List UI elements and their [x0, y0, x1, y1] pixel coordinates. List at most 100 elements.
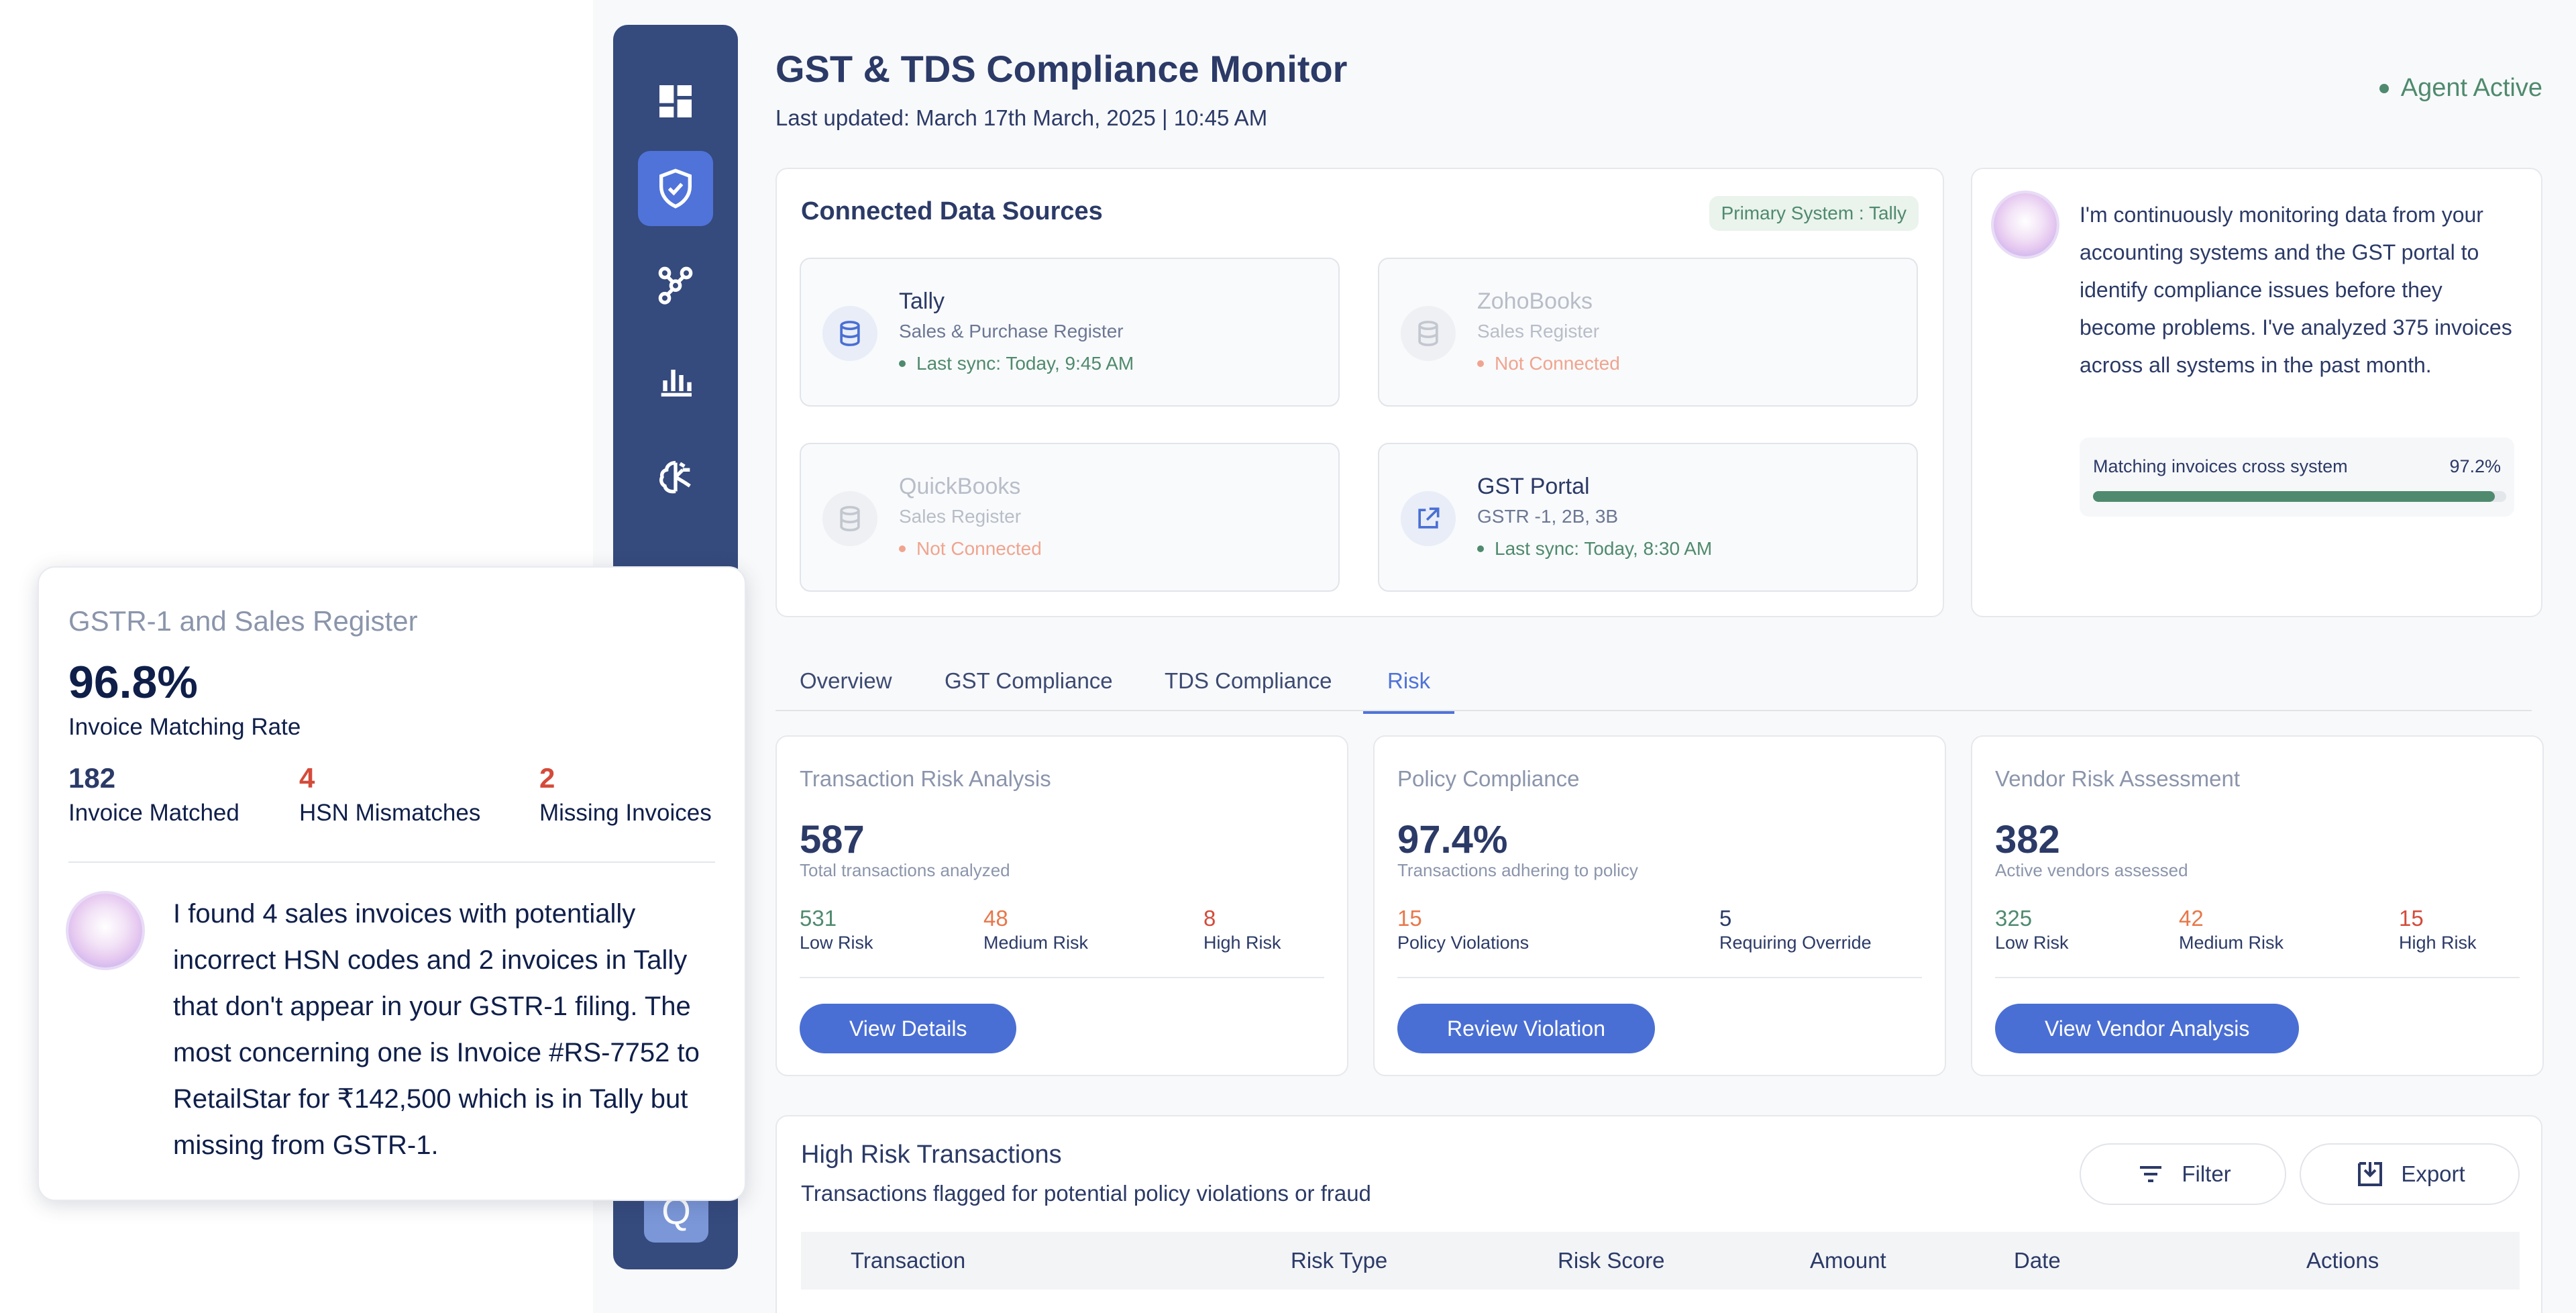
card-subtitle: Transactions adhering to policy — [1397, 860, 1638, 880]
data-sources-title: Connected Data Sources — [801, 197, 1103, 225]
table-header: Transaction Risk Type Risk Score Amount … — [801, 1232, 2520, 1290]
agent-message: I'm continuously monitoring data from yo… — [2080, 203, 2512, 377]
view-vendor-analysis-button[interactable]: View Vendor Analysis — [1995, 1004, 2300, 1053]
bar-chart-icon — [661, 370, 692, 397]
data-sources-card: Connected Data Sources Primary System : … — [775, 168, 1944, 617]
stat-medium-risk: 48 Medium Risk — [983, 906, 1089, 953]
card-value: 97.4% — [1397, 818, 1508, 861]
database-icon — [822, 491, 877, 546]
nav-network[interactable] — [638, 246, 713, 321]
source-tally[interactable]: Tally Sales & Purchase Register Last syn… — [800, 258, 1340, 407]
col-risk-type: Risk Type — [1291, 1248, 1388, 1273]
stat-high-risk: 15 High Risk — [2399, 906, 2477, 953]
source-status: Not Connected — [899, 538, 1042, 560]
source-desc: GSTR -1, 2B, 3B — [1477, 506, 1619, 527]
tab-bar: Overview GST Compliance TDS Compliance R… — [775, 651, 2532, 714]
primary-system-badge: Primary System : Tally — [1709, 196, 1919, 231]
stat-low-risk: 325 Low Risk — [1995, 906, 2069, 953]
vendor-risk-card: Vendor Risk Assessment 382 Active vendor… — [1971, 735, 2544, 1076]
matching-rate-value: 96.8% — [68, 657, 198, 708]
source-name: Tally — [899, 288, 945, 314]
source-name: QuickBooks — [899, 474, 1021, 499]
brain-icon — [659, 461, 691, 494]
last-updated: Last updated: March 17th March, 2025 | 1… — [775, 105, 1268, 130]
progress-track — [2093, 491, 2506, 502]
status-dot-icon — [2379, 83, 2389, 93]
section-title: High Risk Transactions — [801, 1141, 1062, 1169]
card-title: Transaction Risk Analysis — [800, 766, 1051, 791]
stat-medium-risk: 42 Medium Risk — [2179, 906, 2284, 953]
col-actions: Actions — [2306, 1248, 2379, 1273]
stat-low-risk: 531 Low Risk — [800, 906, 873, 953]
tab-risk[interactable]: Risk — [1363, 668, 1455, 714]
matching-value: 97.2% — [2449, 456, 2501, 476]
database-icon — [822, 306, 877, 361]
card-subtitle: Total transactions analyzed — [800, 860, 1010, 880]
col-transaction: Transaction — [851, 1248, 966, 1273]
download-icon — [2358, 1162, 2383, 1186]
col-date: Date — [2014, 1248, 2061, 1273]
network-icon — [658, 266, 693, 305]
divider — [1995, 977, 2520, 978]
nav-ai[interactable] — [638, 439, 713, 515]
matching-rate-label: Invoice Matching Rate — [68, 714, 301, 740]
shield-check-icon — [659, 168, 692, 209]
stat-missing-invoices: 2 Missing Invoices — [539, 762, 712, 826]
col-risk-score: Risk Score — [1558, 1248, 1665, 1273]
source-quickbooks[interactable]: QuickBooks Sales Register Not Connected — [800, 443, 1340, 592]
popup-title: GSTR-1 and Sales Register — [68, 605, 418, 637]
stat-requiring-override: 5 Requiring Override — [1719, 906, 1872, 953]
matching-label: Matching invoices cross system — [2093, 456, 2348, 476]
gstr-insight-popup: GSTR-1 and Sales Register 96.8% Invoice … — [38, 566, 746, 1201]
source-name: ZohoBooks — [1477, 288, 1593, 314]
agent-status: Agent Active — [2379, 74, 2542, 103]
external-link-icon — [1401, 491, 1456, 546]
tab-overview[interactable]: Overview — [800, 668, 892, 693]
export-button[interactable]: Export — [2300, 1143, 2520, 1205]
high-risk-transactions: High Risk Transactions Transactions flag… — [775, 1115, 2542, 1313]
nav-dashboard[interactable] — [638, 64, 713, 139]
source-zohobooks[interactable]: ZohoBooks Sales Register Not Connected — [1378, 258, 1918, 407]
tab-tds-compliance[interactable]: TDS Compliance — [1165, 668, 1332, 693]
agent-avatar — [1994, 193, 2057, 256]
filter-icon — [2140, 1166, 2162, 1182]
matching-progress: Matching invoices cross system 97.2% — [2080, 437, 2514, 517]
source-status: Last sync: Today, 9:45 AM — [899, 353, 1134, 374]
col-amount: Amount — [1810, 1248, 1886, 1273]
stat-high-risk: 8 High Risk — [1203, 906, 1281, 953]
card-title: Policy Compliance — [1397, 766, 1580, 791]
popup-message: I found 4 sales invoices with potentiall… — [173, 899, 700, 1160]
source-desc: Sales & Purchase Register — [899, 321, 1124, 342]
filter-button[interactable]: Filter — [2080, 1143, 2286, 1205]
policy-compliance-card: Policy Compliance 97.4% Transactions adh… — [1373, 735, 1946, 1076]
source-gst-portal[interactable]: GST Portal GSTR -1, 2B, 3B Last sync: To… — [1378, 443, 1918, 592]
dashboard-icon — [659, 85, 692, 117]
progress-fill — [2093, 491, 2495, 502]
agent-avatar — [68, 894, 142, 967]
stat-hsn-mismatches: 4 HSN Mismatches — [299, 762, 481, 826]
source-status: Last sync: Today, 8:30 AM — [1477, 538, 1712, 560]
agent-status-label: Agent Active — [2400, 74, 2542, 102]
review-violation-button[interactable]: Review Violation — [1397, 1004, 1655, 1053]
tab-gst-compliance[interactable]: GST Compliance — [945, 668, 1113, 693]
section-subtitle: Transactions flagged for potential polic… — [801, 1181, 1371, 1206]
source-desc: Sales Register — [1477, 321, 1600, 342]
stat-invoice-matched: 182 Invoice Matched — [68, 762, 239, 826]
source-desc: Sales Register — [899, 506, 1022, 527]
source-status: Not Connected — [1477, 353, 1620, 374]
card-value: 587 — [800, 818, 865, 861]
nav-compliance[interactable] — [638, 151, 713, 226]
page-title: GST & TDS Compliance Monitor — [775, 48, 1348, 90]
divider — [68, 861, 715, 863]
card-value: 382 — [1995, 818, 2060, 861]
nav-analytics[interactable] — [638, 343, 713, 418]
source-name: GST Portal — [1477, 474, 1590, 499]
divider — [800, 977, 1324, 978]
view-details-button[interactable]: View Details — [800, 1004, 1017, 1053]
card-title: Vendor Risk Assessment — [1995, 766, 2240, 791]
database-icon — [1401, 306, 1456, 361]
agent-insight-card: I'm continuously monitoring data from yo… — [1971, 168, 2542, 617]
transaction-risk-card: Transaction Risk Analysis 587 Total tran… — [775, 735, 1348, 1076]
stat-policy-violations: 15 Policy Violations — [1397, 906, 1529, 953]
divider — [1397, 977, 1922, 978]
